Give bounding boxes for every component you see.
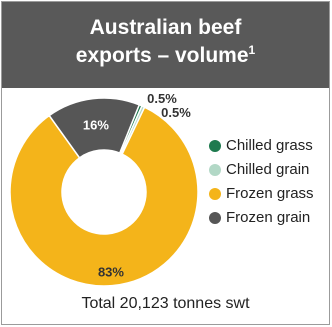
data-label-frozen-grass: 83% xyxy=(98,265,124,280)
legend-label: Frozen grass xyxy=(226,185,314,203)
data-label-chilled-grain: 0.5% xyxy=(161,105,191,120)
legend-marker xyxy=(209,188,221,200)
legend-marker xyxy=(209,212,221,224)
total-volume-text: Total 20,123 tonnes swt xyxy=(2,295,329,313)
legend-label: Frozen grain xyxy=(226,209,310,227)
legend-label: Chilled grain xyxy=(226,161,309,179)
legend-label: Chilled grass xyxy=(226,137,313,155)
data-label-chilled-grass: 0.5% xyxy=(147,91,177,106)
legend-marker xyxy=(209,164,221,176)
legend-marker xyxy=(209,140,221,152)
data-label-frozen-grain: 16% xyxy=(83,117,109,132)
